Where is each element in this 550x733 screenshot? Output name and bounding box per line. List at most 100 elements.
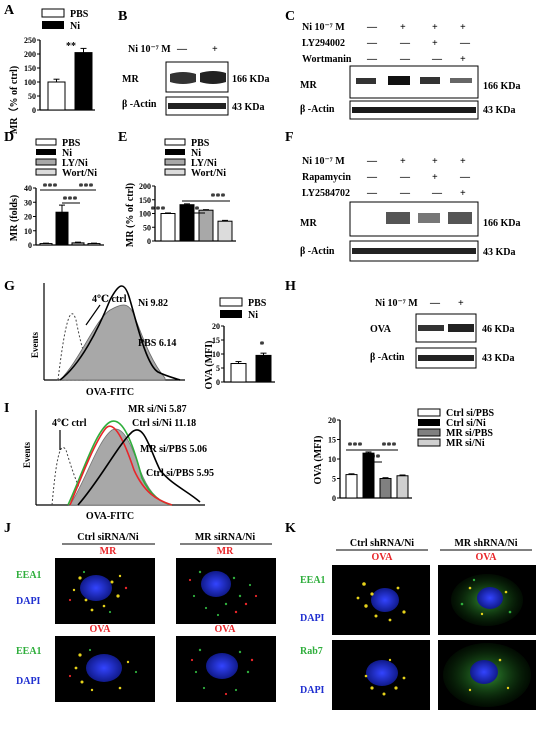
legend-swatch bbox=[418, 419, 440, 426]
blot-row-label: MR bbox=[300, 80, 317, 91]
y-tick-label: 20 bbox=[212, 322, 220, 331]
panel-i: Events 4℃ ctrl MR si/Ni 5.87 Ctrl si/Ni … bbox=[22, 404, 494, 522]
blot-band bbox=[200, 71, 226, 84]
significance-marker: *** bbox=[348, 441, 363, 452]
y-tick-label: 100 bbox=[139, 210, 151, 219]
marker-label: OVA bbox=[476, 552, 498, 563]
y-tick-label: 0 bbox=[147, 237, 151, 246]
blot-band bbox=[418, 325, 444, 331]
bar bbox=[198, 209, 214, 242]
y-axis-label: MR (% of ctrl) bbox=[125, 183, 136, 247]
sign: + bbox=[458, 298, 464, 309]
significance-marker: *** bbox=[211, 192, 226, 203]
legend-label: MR si/Ni bbox=[446, 438, 485, 449]
y-tick-label: 10 bbox=[212, 350, 220, 359]
y-tick-label: 15 bbox=[328, 436, 336, 445]
histogram-label: Ni 9.82 bbox=[138, 298, 168, 309]
significance-marker: *** bbox=[63, 195, 78, 206]
y-tick-label: 200 bbox=[24, 50, 36, 59]
channel-label-dapi: DAPI bbox=[300, 613, 325, 624]
sign: — bbox=[366, 22, 378, 33]
puncta bbox=[72, 574, 122, 612]
legend-swatch bbox=[220, 310, 242, 318]
histogram-label: MR si/PBS 5.06 bbox=[140, 444, 207, 455]
nucleus bbox=[206, 653, 238, 679]
y-tick-label: 200 bbox=[139, 182, 151, 191]
blot-band bbox=[356, 78, 376, 84]
sign: — bbox=[399, 188, 411, 199]
channel-label-rab7: Rab7 bbox=[300, 646, 323, 657]
legend-label: LY/Ni bbox=[191, 158, 217, 169]
channel-label-dapi: DAPI bbox=[16, 596, 41, 607]
treatment-label: Wortmanin bbox=[302, 54, 352, 65]
nucleus bbox=[201, 571, 231, 597]
legend-swatch bbox=[35, 158, 57, 166]
sign: + bbox=[460, 156, 466, 167]
sign: — bbox=[366, 172, 378, 183]
blot-row-label: β -Actin bbox=[300, 246, 335, 257]
histogram-pbs bbox=[59, 304, 166, 381]
kda-label: 166 KDa bbox=[483, 218, 521, 229]
marker-label: OVA bbox=[90, 624, 112, 635]
panel-label-a: A bbox=[4, 3, 15, 18]
y-tick-label: 100 bbox=[24, 78, 36, 87]
legend-label-pbs: PBS bbox=[70, 9, 89, 20]
histogram-x-label: OVA-FITC bbox=[86, 387, 134, 398]
sign: — bbox=[429, 298, 441, 309]
y-tick-label: 5 bbox=[216, 364, 220, 373]
treatment-label: Rapamycin bbox=[302, 172, 351, 183]
treatment-label: Ni 10⁻⁷ M bbox=[128, 44, 171, 55]
blot-row-label: β -Actin bbox=[122, 99, 157, 110]
y-tick-label: 20 bbox=[24, 213, 32, 222]
puncta bbox=[468, 586, 508, 616]
y-tick-label: 0 bbox=[32, 106, 36, 115]
blot-band bbox=[418, 355, 474, 361]
y-axis-label: MR（% of ctrl) bbox=[7, 66, 20, 134]
marker-label: OVA bbox=[372, 552, 394, 563]
sign: — bbox=[366, 156, 378, 167]
y-axis-label: OVA (MFI) bbox=[204, 341, 215, 390]
sign: — bbox=[399, 38, 411, 49]
marker-label: MR bbox=[217, 546, 234, 557]
histogram-label: PBS 6.14 bbox=[138, 338, 176, 349]
legend-swatch bbox=[417, 408, 441, 417]
blot-band bbox=[170, 72, 196, 84]
significance-marker: ** bbox=[66, 41, 76, 52]
blot-band bbox=[450, 78, 472, 83]
sign: — bbox=[459, 38, 471, 49]
sign-1: — bbox=[176, 44, 188, 55]
blot-row-label: MR bbox=[300, 218, 317, 229]
legend-label: PBS bbox=[62, 138, 81, 149]
legend-swatch bbox=[165, 149, 185, 155]
y-tick-label: 5 bbox=[332, 475, 336, 484]
marker-label: MR bbox=[100, 546, 117, 557]
treatment-label: LY2584702 bbox=[302, 188, 350, 199]
sign: + bbox=[432, 156, 438, 167]
channel-label-dapi: DAPI bbox=[300, 685, 325, 696]
sign: — bbox=[459, 172, 471, 183]
histogram-x-label: OVA-FITC bbox=[86, 511, 134, 522]
legend-swatch bbox=[219, 297, 243, 307]
bar bbox=[71, 242, 85, 246]
y-axis-label: OVA (MFI) bbox=[313, 436, 324, 485]
bar bbox=[217, 220, 233, 242]
puncta bbox=[194, 648, 250, 692]
bar bbox=[396, 475, 409, 499]
legend-label: LY/Ni bbox=[62, 158, 88, 169]
bar bbox=[379, 478, 392, 499]
nucleus bbox=[80, 575, 112, 601]
y-tick-label: 50 bbox=[28, 92, 36, 101]
sign: + bbox=[460, 22, 466, 33]
puncta bbox=[82, 570, 112, 614]
legend-swatch bbox=[164, 158, 186, 166]
treatment-label: LY294002 bbox=[302, 38, 345, 49]
panel-e: PBS Ni LY/Ni Wort/Ni MR (% of ctrl) 0 50 1… bbox=[125, 138, 236, 247]
blot-band bbox=[418, 213, 440, 223]
kda-label: 166 KDa bbox=[483, 81, 521, 92]
panel-label-f: F bbox=[285, 130, 294, 145]
blot-band bbox=[386, 212, 410, 224]
histogram-ctrl-si-ni bbox=[77, 429, 201, 506]
kda-label: 43 KDa bbox=[483, 105, 516, 116]
puncta bbox=[68, 674, 72, 678]
channel-label-eea1: EEA1 bbox=[16, 570, 42, 581]
